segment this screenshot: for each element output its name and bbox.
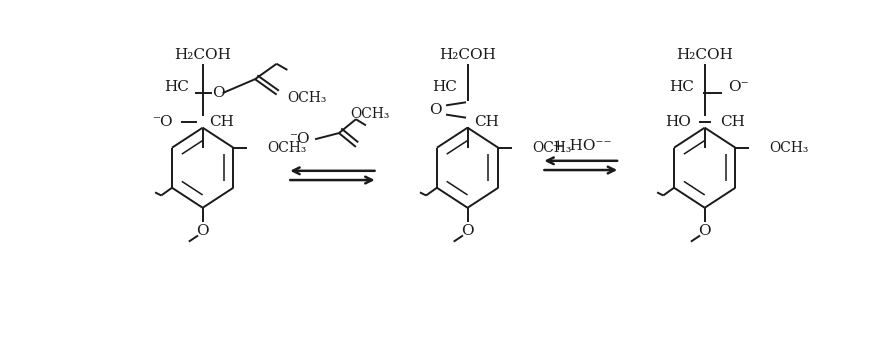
Text: O: O: [429, 103, 441, 117]
Text: O: O: [211, 86, 225, 100]
Text: OCH₃: OCH₃: [288, 91, 327, 105]
Text: HC: HC: [431, 80, 457, 94]
Text: H₂COH: H₂COH: [439, 47, 496, 62]
Text: H₂COH: H₂COH: [175, 47, 232, 62]
Text: CH: CH: [209, 115, 233, 129]
Text: OCH₃: OCH₃: [769, 141, 809, 155]
Text: O⁻: O⁻: [728, 80, 748, 94]
Text: O: O: [196, 224, 209, 238]
Text: OCH₃: OCH₃: [532, 141, 572, 155]
Text: ⁻O: ⁻O: [153, 115, 174, 129]
Text: CH: CH: [720, 115, 745, 129]
Text: O: O: [698, 224, 711, 238]
Text: + HO⁻⁻: + HO⁻⁻: [552, 139, 611, 153]
Text: ⁻O: ⁻O: [290, 132, 310, 146]
Text: HC: HC: [669, 80, 694, 94]
Text: OCH₃: OCH₃: [351, 107, 390, 121]
Text: HC: HC: [164, 80, 189, 94]
Text: H₂COH: H₂COH: [676, 47, 733, 62]
Text: O: O: [461, 224, 474, 238]
Text: OCH₃: OCH₃: [267, 141, 307, 155]
Text: CH: CH: [474, 115, 499, 129]
Text: HO: HO: [665, 115, 691, 129]
